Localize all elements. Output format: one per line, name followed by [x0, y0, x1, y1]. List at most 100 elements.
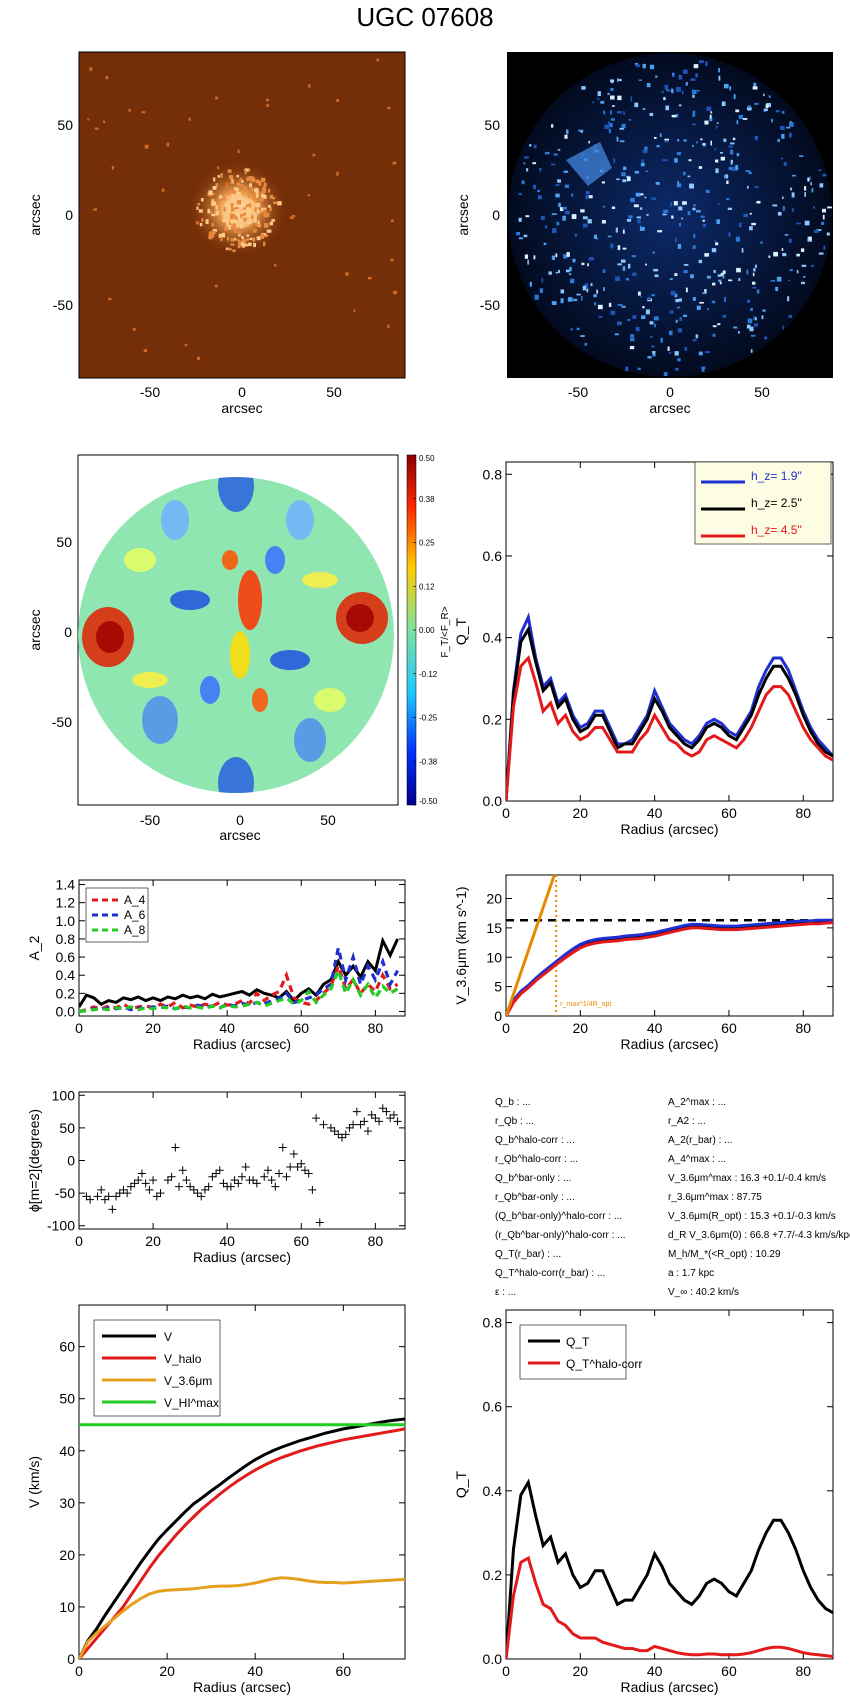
disk-pixel [585, 194, 589, 200]
disk-pixel [541, 277, 544, 283]
x-tick-label: 40 [647, 805, 663, 821]
x-tick-label: 40 [647, 1663, 663, 1679]
scatter-point [97, 1185, 106, 1194]
disk-pixel [801, 281, 806, 285]
disk-pixel [789, 122, 794, 127]
disk-pixel [617, 95, 622, 101]
disk-pixel [613, 158, 616, 164]
disk-pixel [584, 342, 588, 346]
disk-pixel [655, 75, 658, 78]
disk-pixel [761, 315, 764, 320]
legend-label: h_z= 2.5'' [751, 496, 802, 510]
galaxy-pixel [211, 192, 215, 196]
disk-pixel [763, 336, 768, 340]
info-line: r_Qb^halo-corr : ... [495, 1154, 578, 1165]
disk-pixel [597, 98, 600, 100]
disk-pixel [539, 288, 544, 293]
disk-pixel [808, 236, 812, 240]
disk-pixel [534, 294, 539, 300]
disk-pixel [543, 242, 547, 246]
disk-pixel [755, 264, 757, 268]
y-axis-label: arcsec [455, 194, 471, 235]
galaxy-pixel [257, 224, 261, 227]
disk-pixel [706, 106, 712, 111]
galaxy-pixel [215, 210, 219, 216]
star-pixel [184, 343, 188, 347]
galaxy-pixel [273, 201, 278, 205]
x-axis-label: arcsec [649, 400, 690, 416]
galaxy-pixel [248, 209, 252, 214]
x-tick-label: 60 [721, 1663, 737, 1679]
galaxy-pixel [198, 209, 203, 213]
star-pixel [274, 263, 277, 267]
disk-pixel [722, 314, 727, 318]
scatter-point [330, 1127, 339, 1136]
x-tick-label: 0 [75, 1020, 83, 1036]
star-pixel [387, 324, 390, 329]
disk-pixel [649, 112, 654, 117]
galaxy-pixel [201, 218, 204, 222]
disk-pixel [749, 212, 752, 215]
scatter-point [93, 1192, 102, 1201]
disk-pixel [518, 237, 523, 240]
disk-pixel [647, 296, 651, 301]
disk-pixel [698, 166, 703, 169]
disk-pixel [763, 108, 768, 111]
galaxy-pixel [254, 187, 259, 191]
galaxy-pixel [220, 173, 223, 178]
series-line [506, 625, 833, 801]
series-line [506, 655, 833, 801]
disk-pixel [557, 149, 561, 151]
scatter-point [145, 1185, 154, 1194]
disk-pixel [705, 189, 710, 194]
galaxy-pixel [211, 223, 215, 227]
disk-pixel [537, 189, 541, 193]
disk-pixel [551, 124, 554, 128]
disk-pixel [752, 86, 758, 90]
galaxy-pixel [236, 200, 242, 205]
disk-pixel [661, 91, 664, 94]
legend-label: Q_T [566, 1335, 590, 1349]
galaxy-pixel [247, 194, 250, 198]
disk-pixel [523, 234, 528, 238]
galaxy-pixel [215, 204, 218, 210]
scatter-point [230, 1176, 239, 1185]
disk-pixel [677, 328, 682, 333]
x-tick-label: 0 [238, 384, 246, 400]
disk-pixel [614, 333, 619, 336]
galaxy-pixel [277, 201, 282, 206]
disk-pixel [625, 277, 630, 281]
disk-pixel [770, 280, 776, 282]
y-tick-label: 100 [52, 1087, 76, 1103]
disk-pixel [675, 237, 677, 243]
star-pixel [237, 149, 240, 153]
plot-frame [505, 874, 834, 1017]
disk-pixel [810, 182, 812, 186]
scatter-point [326, 1123, 335, 1132]
y-tick-label: 1.4 [56, 877, 76, 893]
galaxy-pixel [227, 248, 232, 251]
disk-pixel [653, 268, 659, 272]
disk-pixel [654, 274, 659, 278]
x-tick-label: 60 [721, 805, 737, 821]
scatter-point [241, 1163, 250, 1172]
x-tick-label: 40 [647, 1020, 663, 1036]
star-pixel [197, 356, 200, 361]
disk-pixel [728, 145, 733, 148]
disk-pixel [677, 243, 682, 249]
series-group [506, 1478, 833, 1659]
galaxy-pixel [254, 190, 259, 194]
disk-pixel [621, 305, 626, 308]
disk-pixel [563, 170, 569, 173]
galaxy-pixel [263, 182, 267, 188]
x-tick-label: 80 [368, 1233, 384, 1249]
star-pixel [308, 83, 311, 88]
galaxy-pixel [246, 206, 250, 212]
disk-pixel [827, 206, 832, 209]
disk-pixel [602, 205, 605, 208]
y-tick-label: 0 [494, 1008, 502, 1024]
x-axis-label: Radius (arcsec) [193, 1036, 291, 1052]
deprojected-image-yticks: 50 0 -50 [480, 117, 500, 313]
disk-pixel [741, 248, 744, 253]
disk-pixel [693, 64, 699, 69]
